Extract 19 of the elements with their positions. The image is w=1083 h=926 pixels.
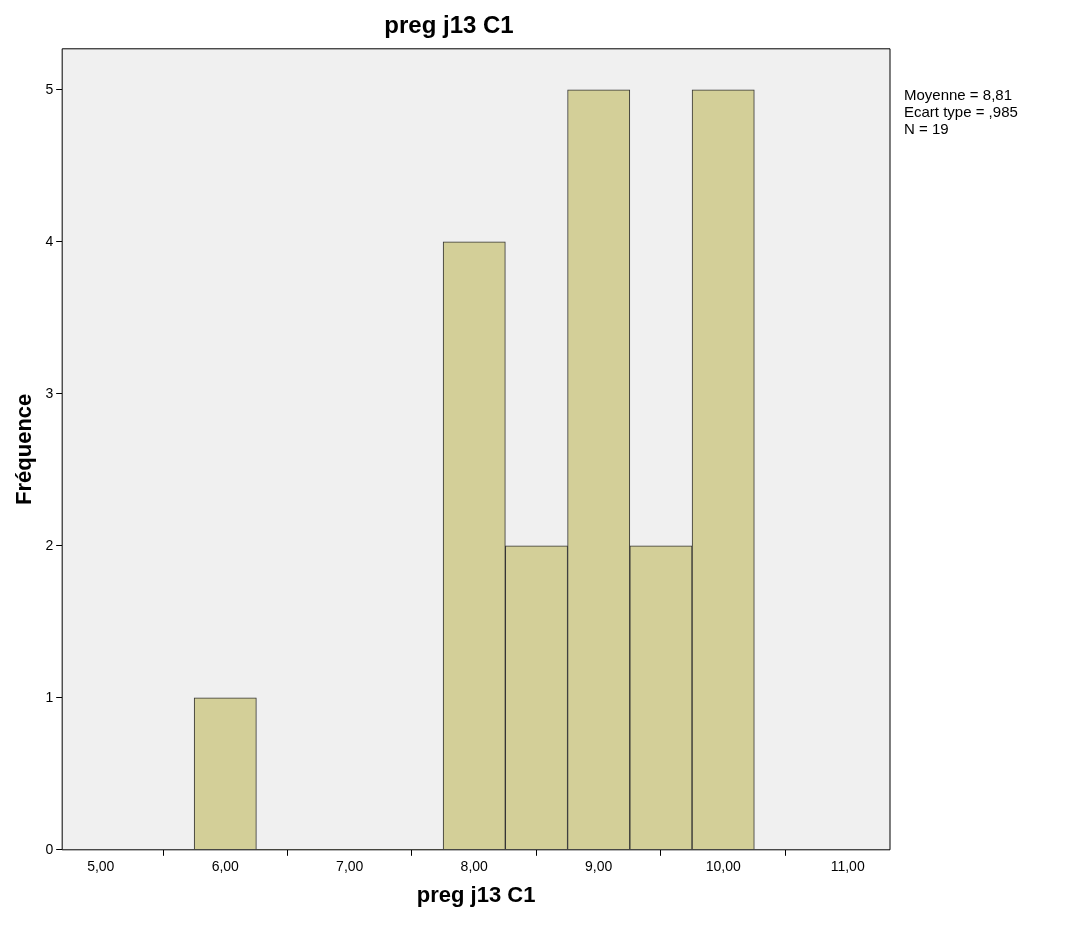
text: Ecart type = ,985 <box>904 103 1018 121</box>
y-axis-title: Fréquence <box>11 393 37 505</box>
y-tick-label: 2 <box>45 536 54 553</box>
y-tick-label: 0 <box>45 840 54 857</box>
chart-title: preg j13 C1 <box>384 11 514 39</box>
x-tick-label: 11,00 <box>830 858 865 875</box>
x-tick-label: 6,00 <box>211 858 240 875</box>
x-axis-title: preg j13 C1 <box>416 881 536 907</box>
x-tick-label: 5,00 <box>87 858 115 875</box>
x-tick-label: 8,00 <box>460 858 489 875</box>
text: Moyenne = 8,81 <box>904 86 1012 104</box>
x-tick-label: 10,00 <box>705 858 741 875</box>
y-tick-label: 4 <box>45 232 54 249</box>
y-tick-label: 5 <box>45 80 54 97</box>
y-tick-label: 3 <box>45 384 54 401</box>
y-tick-label: 1 <box>45 688 54 705</box>
x-tick-label: 9,00 <box>585 858 613 875</box>
x-tick-label: 7,00 <box>336 858 364 875</box>
text: N = 19 <box>904 120 949 138</box>
